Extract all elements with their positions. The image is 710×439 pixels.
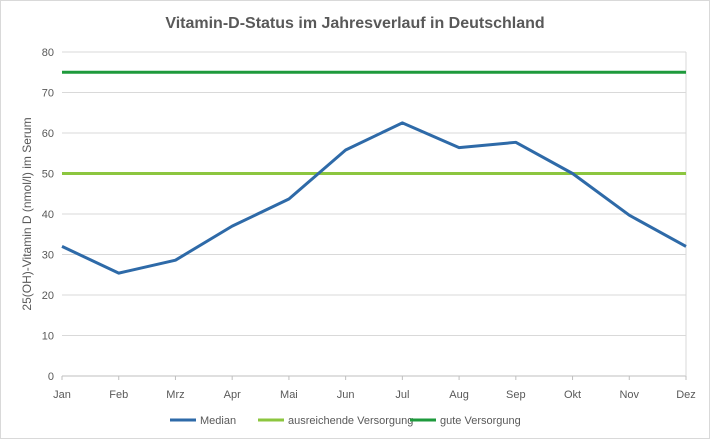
- x-tick-label: Jan: [53, 389, 71, 401]
- y-tick-label: 20: [42, 290, 54, 302]
- x-tick-label: Apr: [224, 389, 241, 401]
- x-tick-label: Mai: [280, 389, 298, 401]
- y-tick-label: 70: [42, 88, 54, 100]
- x-tick-label: Jun: [337, 389, 355, 401]
- x-tick-label: Mrz: [166, 389, 184, 401]
- legend-label: ausreichende Versorgung: [288, 415, 413, 427]
- legend-label: gute Versorgung: [440, 415, 521, 427]
- series-line-median: [61, 121, 687, 275]
- chart-title: Vitamin-D-Status im Jahresverlauf in Deu…: [165, 15, 544, 32]
- y-tick-label: 60: [42, 128, 54, 140]
- legend-label: Median: [200, 415, 236, 427]
- y-tick-label: 0: [48, 371, 54, 383]
- x-tick-label: Jul: [395, 389, 409, 401]
- y-axis-label: 25(OH)-Vitamin D (nmol/l) im Serum: [20, 117, 34, 310]
- x-tick-label: Feb: [109, 389, 128, 401]
- x-tick-label: Sep: [506, 389, 526, 401]
- y-tick-label: 30: [42, 250, 54, 262]
- y-tick-label: 80: [42, 47, 54, 59]
- y-tick-label: 50: [42, 169, 54, 181]
- x-tick-label: Nov: [619, 389, 639, 401]
- y-tick-label: 10: [42, 331, 54, 343]
- x-tick-label: Dez: [676, 389, 696, 401]
- x-tick-label: Aug: [449, 389, 469, 401]
- y-tick-label: 40: [42, 209, 54, 221]
- x-tick-label: Okt: [564, 389, 581, 401]
